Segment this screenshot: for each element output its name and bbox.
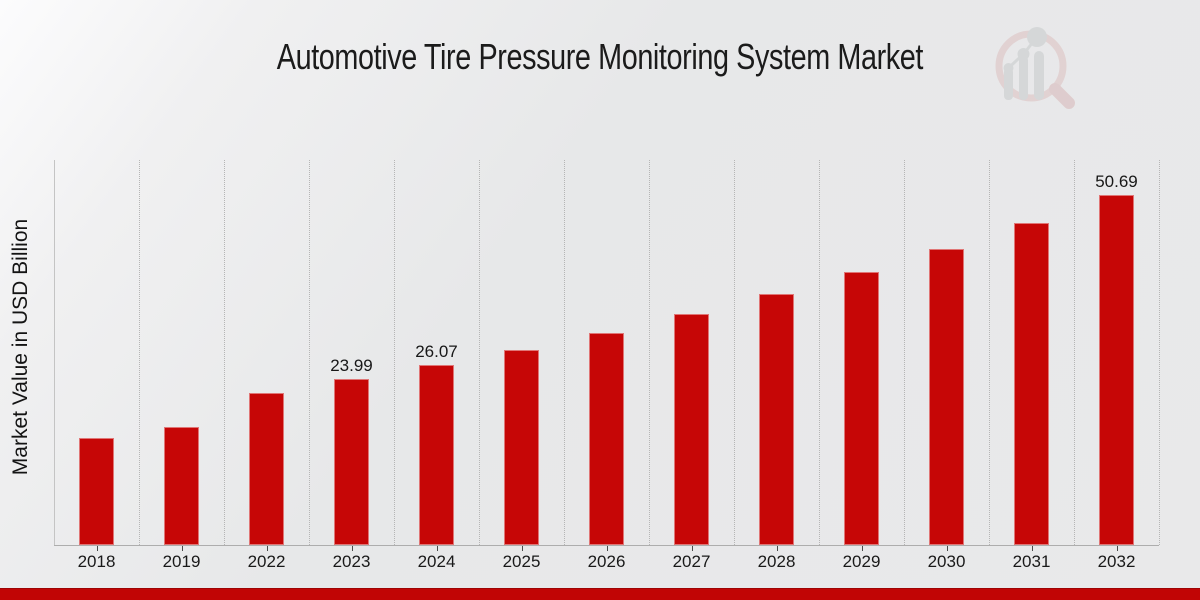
bar-value-label-2024: 26.07	[415, 342, 458, 361]
gridline	[479, 160, 480, 545]
gridline	[904, 160, 905, 545]
magnifier-chart-logo-icon	[995, 27, 1075, 109]
bar-2023	[334, 379, 369, 545]
x-axis-tick	[1116, 546, 1118, 551]
x-tick-label-2026: 2026	[587, 552, 626, 571]
gridline	[224, 160, 225, 545]
x-tick-label-2031: 2031	[1012, 552, 1051, 571]
gridline	[1159, 160, 1160, 545]
gridline	[564, 160, 565, 545]
gridline	[734, 160, 735, 545]
gridline	[139, 160, 140, 545]
bar-2022	[249, 393, 284, 545]
x-axis-tick	[96, 546, 98, 551]
x-axis-tick	[351, 546, 353, 551]
x-tick-label-2022: 2022	[247, 552, 286, 571]
trend-dot-large	[1027, 27, 1047, 47]
x-tick-label-2024: 2024	[417, 552, 456, 571]
bar-2026	[589, 333, 624, 545]
bar-value-label-2023: 23.99	[330, 356, 373, 375]
y-axis-label: Market Value in USD Billion	[9, 218, 32, 476]
bar-2027	[674, 314, 709, 545]
x-axis-tick	[946, 546, 948, 551]
logo-bar-tall	[1034, 51, 1044, 100]
x-axis-tick	[1031, 546, 1033, 551]
x-tick-label-2028: 2028	[757, 552, 796, 571]
bar-2032	[1099, 195, 1134, 545]
gridline	[989, 160, 990, 545]
trend-dot-medium	[1017, 48, 1030, 60]
chart-title: Automotive Tire Pressure Monitoring Syst…	[276, 36, 924, 77]
gridline	[649, 160, 650, 545]
y-axis-spine	[54, 160, 55, 545]
bar-2030	[929, 249, 964, 545]
logo-bar-medium	[1019, 56, 1028, 100]
bar-value-label-2032: 50.69	[1095, 172, 1138, 191]
x-axis-tick	[181, 546, 183, 551]
bar-2019	[164, 427, 199, 545]
gridline	[819, 160, 820, 545]
bar-2031	[1014, 223, 1049, 545]
bar-2018	[79, 438, 114, 545]
x-axis-tick	[521, 546, 523, 551]
bar-2028	[759, 294, 794, 545]
bar-2024	[419, 365, 454, 545]
x-tick-label-2029: 2029	[842, 552, 881, 571]
x-tick-label-2032: 2032	[1097, 552, 1136, 571]
x-axis-tick	[266, 546, 268, 551]
logo-bar-small	[1004, 68, 1013, 100]
x-axis-tick	[436, 546, 438, 551]
x-axis-tick	[861, 546, 863, 551]
x-tick-label-2030: 2030	[927, 552, 966, 571]
magnifier-handle	[1049, 83, 1075, 109]
plot-area: 2018 2019 2022 23.99 2023 26.07 2024 2025 2026 20…	[54, 160, 1160, 571]
footer-accent-bar	[0, 588, 1200, 600]
x-axis-tick	[606, 546, 608, 551]
x-tick-label-2019: 2019	[162, 552, 201, 571]
gridline	[1074, 160, 1075, 545]
x-tick-label-2027: 2027	[672, 552, 711, 571]
page-title: Automotive Tire Pressure Monitoring Syst…	[0, 34, 1200, 80]
bar-2025	[504, 350, 539, 545]
x-axis-tick	[691, 546, 693, 551]
x-tick-label-2023: 2023	[332, 552, 371, 571]
x-tick-label-2025: 2025	[502, 552, 541, 571]
bar-2029	[844, 272, 879, 545]
gridline	[394, 160, 395, 545]
trend-dot-small	[1003, 63, 1014, 73]
gridline	[309, 160, 310, 545]
x-axis-tick	[776, 546, 778, 551]
x-tick-label-2018: 2018	[77, 552, 116, 571]
x-axis-line	[54, 545, 1159, 546]
